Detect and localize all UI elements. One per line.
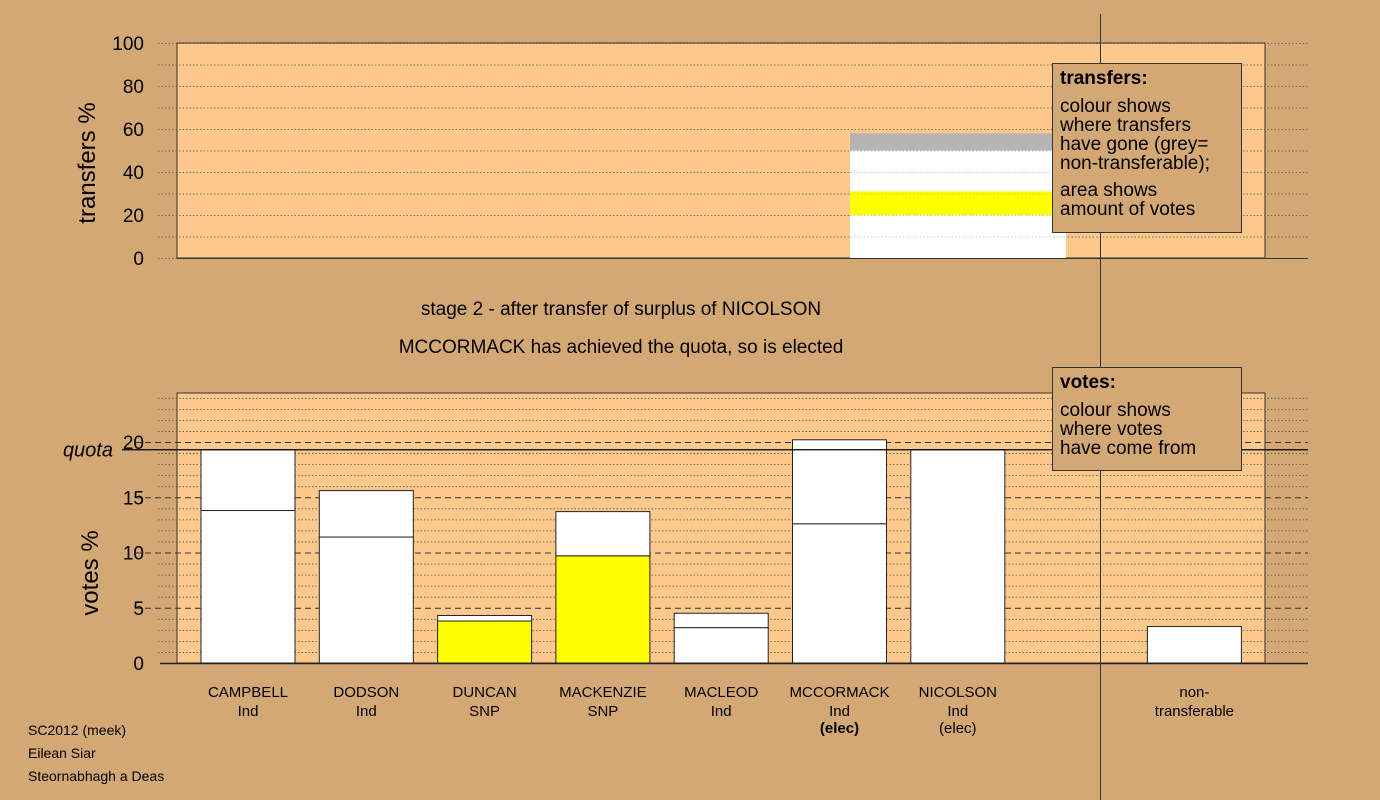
- candidate-party-label: Ind: [711, 703, 732, 720]
- candidate-status-label: (elec): [939, 720, 977, 737]
- transfer-segment: [850, 191, 1066, 215]
- transfers-legend-line: where transfers: [1060, 115, 1191, 136]
- candidate-name-label: CAMPBELL: [208, 684, 288, 701]
- votes-tick-label: 0: [133, 654, 144, 675]
- candidate-name-label: DUNCAN: [453, 684, 517, 701]
- candidate-party-label: Ind: [238, 703, 259, 720]
- candidate-party-label: SNP: [587, 703, 618, 720]
- votes-legend-title: votes:: [1060, 372, 1116, 393]
- transfers-tick-label: 0: [133, 249, 144, 270]
- candidate-party-label: Ind: [356, 703, 377, 720]
- transfers-tick-label: 60: [123, 120, 144, 141]
- candidate-name-label: MCCORMACK: [790, 684, 890, 701]
- candidate-status-label: (elec): [820, 720, 859, 737]
- transfers-tick-label: 80: [123, 77, 144, 98]
- transfers-tick-label: 100: [112, 34, 144, 55]
- transfers-legend-line: amount of votes: [1060, 199, 1196, 220]
- vote-bar-transfer: [437, 614, 533, 622]
- transfers-tick-label: 40: [123, 163, 144, 184]
- vote-bar-first: [555, 555, 651, 664]
- votes-tick-label: 15: [123, 488, 144, 509]
- vote-bar-transfer: [200, 449, 296, 512]
- transfers-legend-line: non-transferable);: [1060, 153, 1210, 174]
- candidate-name-label: MACKENZIE: [559, 684, 647, 701]
- vote-bar-transfer: [792, 439, 887, 525]
- vote-bar-first: [673, 627, 769, 664]
- votes-tick-label: 10: [123, 544, 144, 565]
- transfers-legend-line: colour shows: [1060, 96, 1171, 117]
- votes-tick-label: 20: [123, 433, 144, 454]
- candidate-party-label: Ind: [829, 703, 850, 720]
- footer-council: Eilean Siar: [28, 745, 96, 761]
- vote-bar-first: [318, 536, 414, 664]
- votes-legend: votes: colour shows where votes have com…: [1052, 367, 1242, 471]
- transfer-segment: [850, 133, 1066, 151]
- transfers-legend-line: area shows: [1060, 180, 1158, 201]
- votes-legend-line: where votes: [1060, 419, 1163, 440]
- vote-bar-first: [437, 620, 533, 664]
- vote-bar-first: [200, 510, 296, 664]
- transfer-segment: [850, 150, 1066, 192]
- vote-bar-transfer: [318, 490, 414, 538]
- candidate-name-label: non-: [1179, 684, 1209, 701]
- elected-text: MCCORMACK has achieved the quota, so is …: [398, 337, 844, 358]
- vote-bar-transfer: [673, 612, 769, 629]
- footer-election: SC2012 (meek): [28, 722, 127, 738]
- candidate-party-label: transferable: [1155, 703, 1234, 720]
- transfers-axis-label: transfers %: [74, 102, 101, 223]
- candidate-party-label: SNP: [469, 703, 500, 720]
- transfers-legend-title: transfers:: [1060, 68, 1148, 89]
- transfers-legend: transfers: colour shows where transfers …: [1052, 63, 1242, 233]
- votes-legend-line: have come from: [1060, 438, 1197, 459]
- transfers-legend-line: have gone (grey=: [1060, 134, 1209, 155]
- candidate-name-label: NICOLSON: [919, 684, 997, 701]
- candidate-party-label: Ind: [947, 703, 968, 720]
- vote-bar-first: [792, 523, 887, 664]
- vote-bar-transfer: [1146, 626, 1242, 664]
- candidate-name-label: DODSON: [333, 684, 399, 701]
- stage-text: stage 2 - after transfer of surplus of N…: [420, 299, 822, 320]
- transfers-tick-label: 20: [123, 206, 144, 227]
- transfer-segment: [850, 215, 1066, 258]
- votes-axis-label: votes %: [77, 530, 104, 615]
- votes-legend-line: colour shows: [1060, 400, 1171, 421]
- votes-tick-label: 5: [133, 599, 144, 620]
- footer-ward: Steornabhagh a Deas: [28, 768, 165, 784]
- quota-label: quota: [63, 440, 113, 462]
- candidate-name-label: MACLEOD: [684, 684, 758, 701]
- vote-bar-first: [910, 449, 1006, 664]
- vote-bar-transfer: [555, 511, 651, 557]
